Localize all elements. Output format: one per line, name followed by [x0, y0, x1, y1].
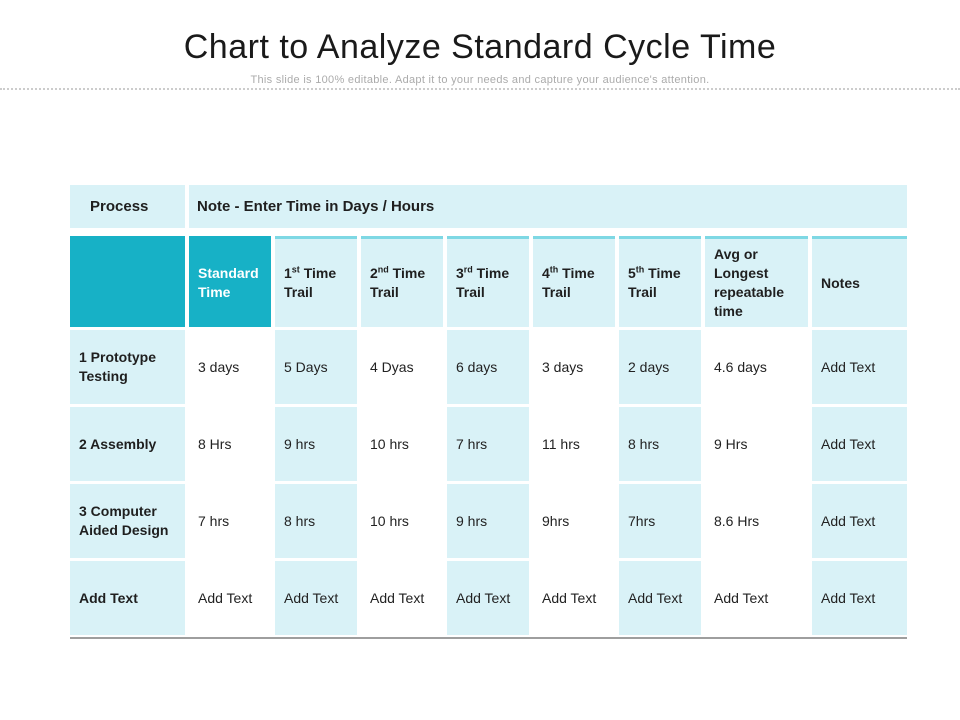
- ordinal-suffix: st: [291, 264, 300, 275]
- ordinal-rest: Time Trail: [628, 265, 681, 300]
- process-name: 3 Computer Aided Design: [79, 503, 169, 538]
- col-header-avg-longest: Avg or Longest repeatable time: [705, 236, 808, 327]
- ordinal-rest: Time Trail: [542, 265, 595, 300]
- corner-blank-cell: [70, 236, 185, 327]
- col-header-label: Avg or Longest repeatable time: [714, 246, 785, 319]
- col-header-label: 2nd Time Trail: [370, 264, 437, 302]
- table-cell: 9 hrs: [447, 484, 529, 558]
- table-cell: 5 Days: [275, 330, 357, 404]
- process-header-bar: Process Note - Enter Time in Days / Hour…: [70, 185, 907, 228]
- cycle-time-table: Standard Time 1st Time Trail 2nd Time Tr…: [70, 236, 907, 635]
- col-header-label: 5th Time Trail: [628, 264, 695, 302]
- ordinal-suffix: th: [635, 264, 645, 275]
- table-cell: Add Text: [619, 561, 701, 635]
- table-bottom-rule: [70, 637, 907, 639]
- table-cell: Add Text: [447, 561, 529, 635]
- table-cell: Add Text: [361, 561, 443, 635]
- col-header-label: 1st Time Trail: [284, 264, 351, 302]
- col-header-label: Notes: [821, 274, 860, 291]
- dotted-divider: [0, 88, 960, 90]
- table-cell: 6 days: [447, 330, 529, 404]
- slide-subtitle: This slide is 100% editable. Adapt it to…: [250, 74, 710, 86]
- table-cell: 7 hrs: [447, 407, 529, 481]
- ordinal-number: 1: [284, 265, 292, 282]
- col-header-1st-time-trail: 1st Time Trail: [275, 236, 357, 327]
- table-cell: Add Text: [275, 561, 357, 635]
- table-cell: 9 Hrs: [705, 407, 808, 481]
- process-name: 1 Prototype Testing: [79, 349, 157, 384]
- note-label: Note - Enter Time in Days / Hours: [189, 185, 907, 228]
- ordinal-rest: Time Trail: [284, 265, 337, 300]
- ordinal-suffix: nd: [377, 264, 389, 275]
- ordinal-suffix: th: [549, 264, 559, 275]
- table-cell: 9 hrs: [275, 407, 357, 481]
- process-name: 2 Assembly: [79, 435, 157, 452]
- slide-title: Chart to Analyze Standard Cycle Time: [183, 28, 777, 66]
- table-cell: 8 hrs: [619, 407, 701, 481]
- slide-content: Process Note - Enter Time in Days / Hour…: [70, 185, 907, 639]
- col-header-2nd-time-trail: 2nd Time Trail: [361, 236, 443, 327]
- table-cell: Add Text: [533, 561, 615, 635]
- table-cell: 7hrs: [619, 484, 701, 558]
- table-cell: 3 days: [533, 330, 615, 404]
- process-cell: 3 Computer Aided Design: [70, 484, 185, 558]
- table-cell: Add Text: [812, 407, 907, 481]
- table-cell: 4 Dyas: [361, 330, 443, 404]
- ordinal-number: 5: [628, 265, 636, 282]
- col-header-standard-time: Standard Time: [189, 236, 271, 327]
- table-cell: 4.6 days: [705, 330, 808, 404]
- ordinal-number: 3: [456, 265, 464, 282]
- col-header-label: 4th Time Trail: [542, 264, 609, 302]
- col-header-3rd-time-trail: 3rd Time Trail: [447, 236, 529, 327]
- table-cell: Add Text: [812, 561, 907, 635]
- ordinal-rest: Time Trail: [456, 265, 510, 300]
- ordinal-rest: Time Trail: [370, 265, 426, 300]
- col-header-label: 3rd Time Trail: [456, 264, 523, 302]
- table-cell: 8 hrs: [275, 484, 357, 558]
- col-header-4th-time-trail: 4th Time Trail: [533, 236, 615, 327]
- table-cell: Add Text: [705, 561, 808, 635]
- process-name: Add Text: [79, 589, 138, 606]
- table-cell: 10 hrs: [361, 407, 443, 481]
- ordinal-number: 4: [542, 265, 550, 282]
- process-cell: Add Text: [70, 561, 185, 635]
- table-cell: 7 hrs: [189, 484, 271, 558]
- table-cell: Add Text: [812, 330, 907, 404]
- ordinal-number: 2: [370, 265, 378, 282]
- ordinal-suffix: rd: [463, 264, 473, 275]
- col-header-label: Standard Time: [198, 265, 259, 300]
- table-cell: Add Text: [189, 561, 271, 635]
- table-cell: 11 hrs: [533, 407, 615, 481]
- table-cell: 9hrs: [533, 484, 615, 558]
- col-header-notes: Notes: [812, 236, 907, 327]
- table-cell: 8 Hrs: [189, 407, 271, 481]
- col-header-5th-time-trail: 5th Time Trail: [619, 236, 701, 327]
- table-cell: Add Text: [812, 484, 907, 558]
- table-cell: 8.6 Hrs: [705, 484, 808, 558]
- table-cell: 3 days: [189, 330, 271, 404]
- table-cell: 10 hrs: [361, 484, 443, 558]
- process-cell: 1 Prototype Testing: [70, 330, 185, 404]
- process-label: Process: [70, 185, 185, 228]
- table-cell: 2 days: [619, 330, 701, 404]
- process-cell: 2 Assembly: [70, 407, 185, 481]
